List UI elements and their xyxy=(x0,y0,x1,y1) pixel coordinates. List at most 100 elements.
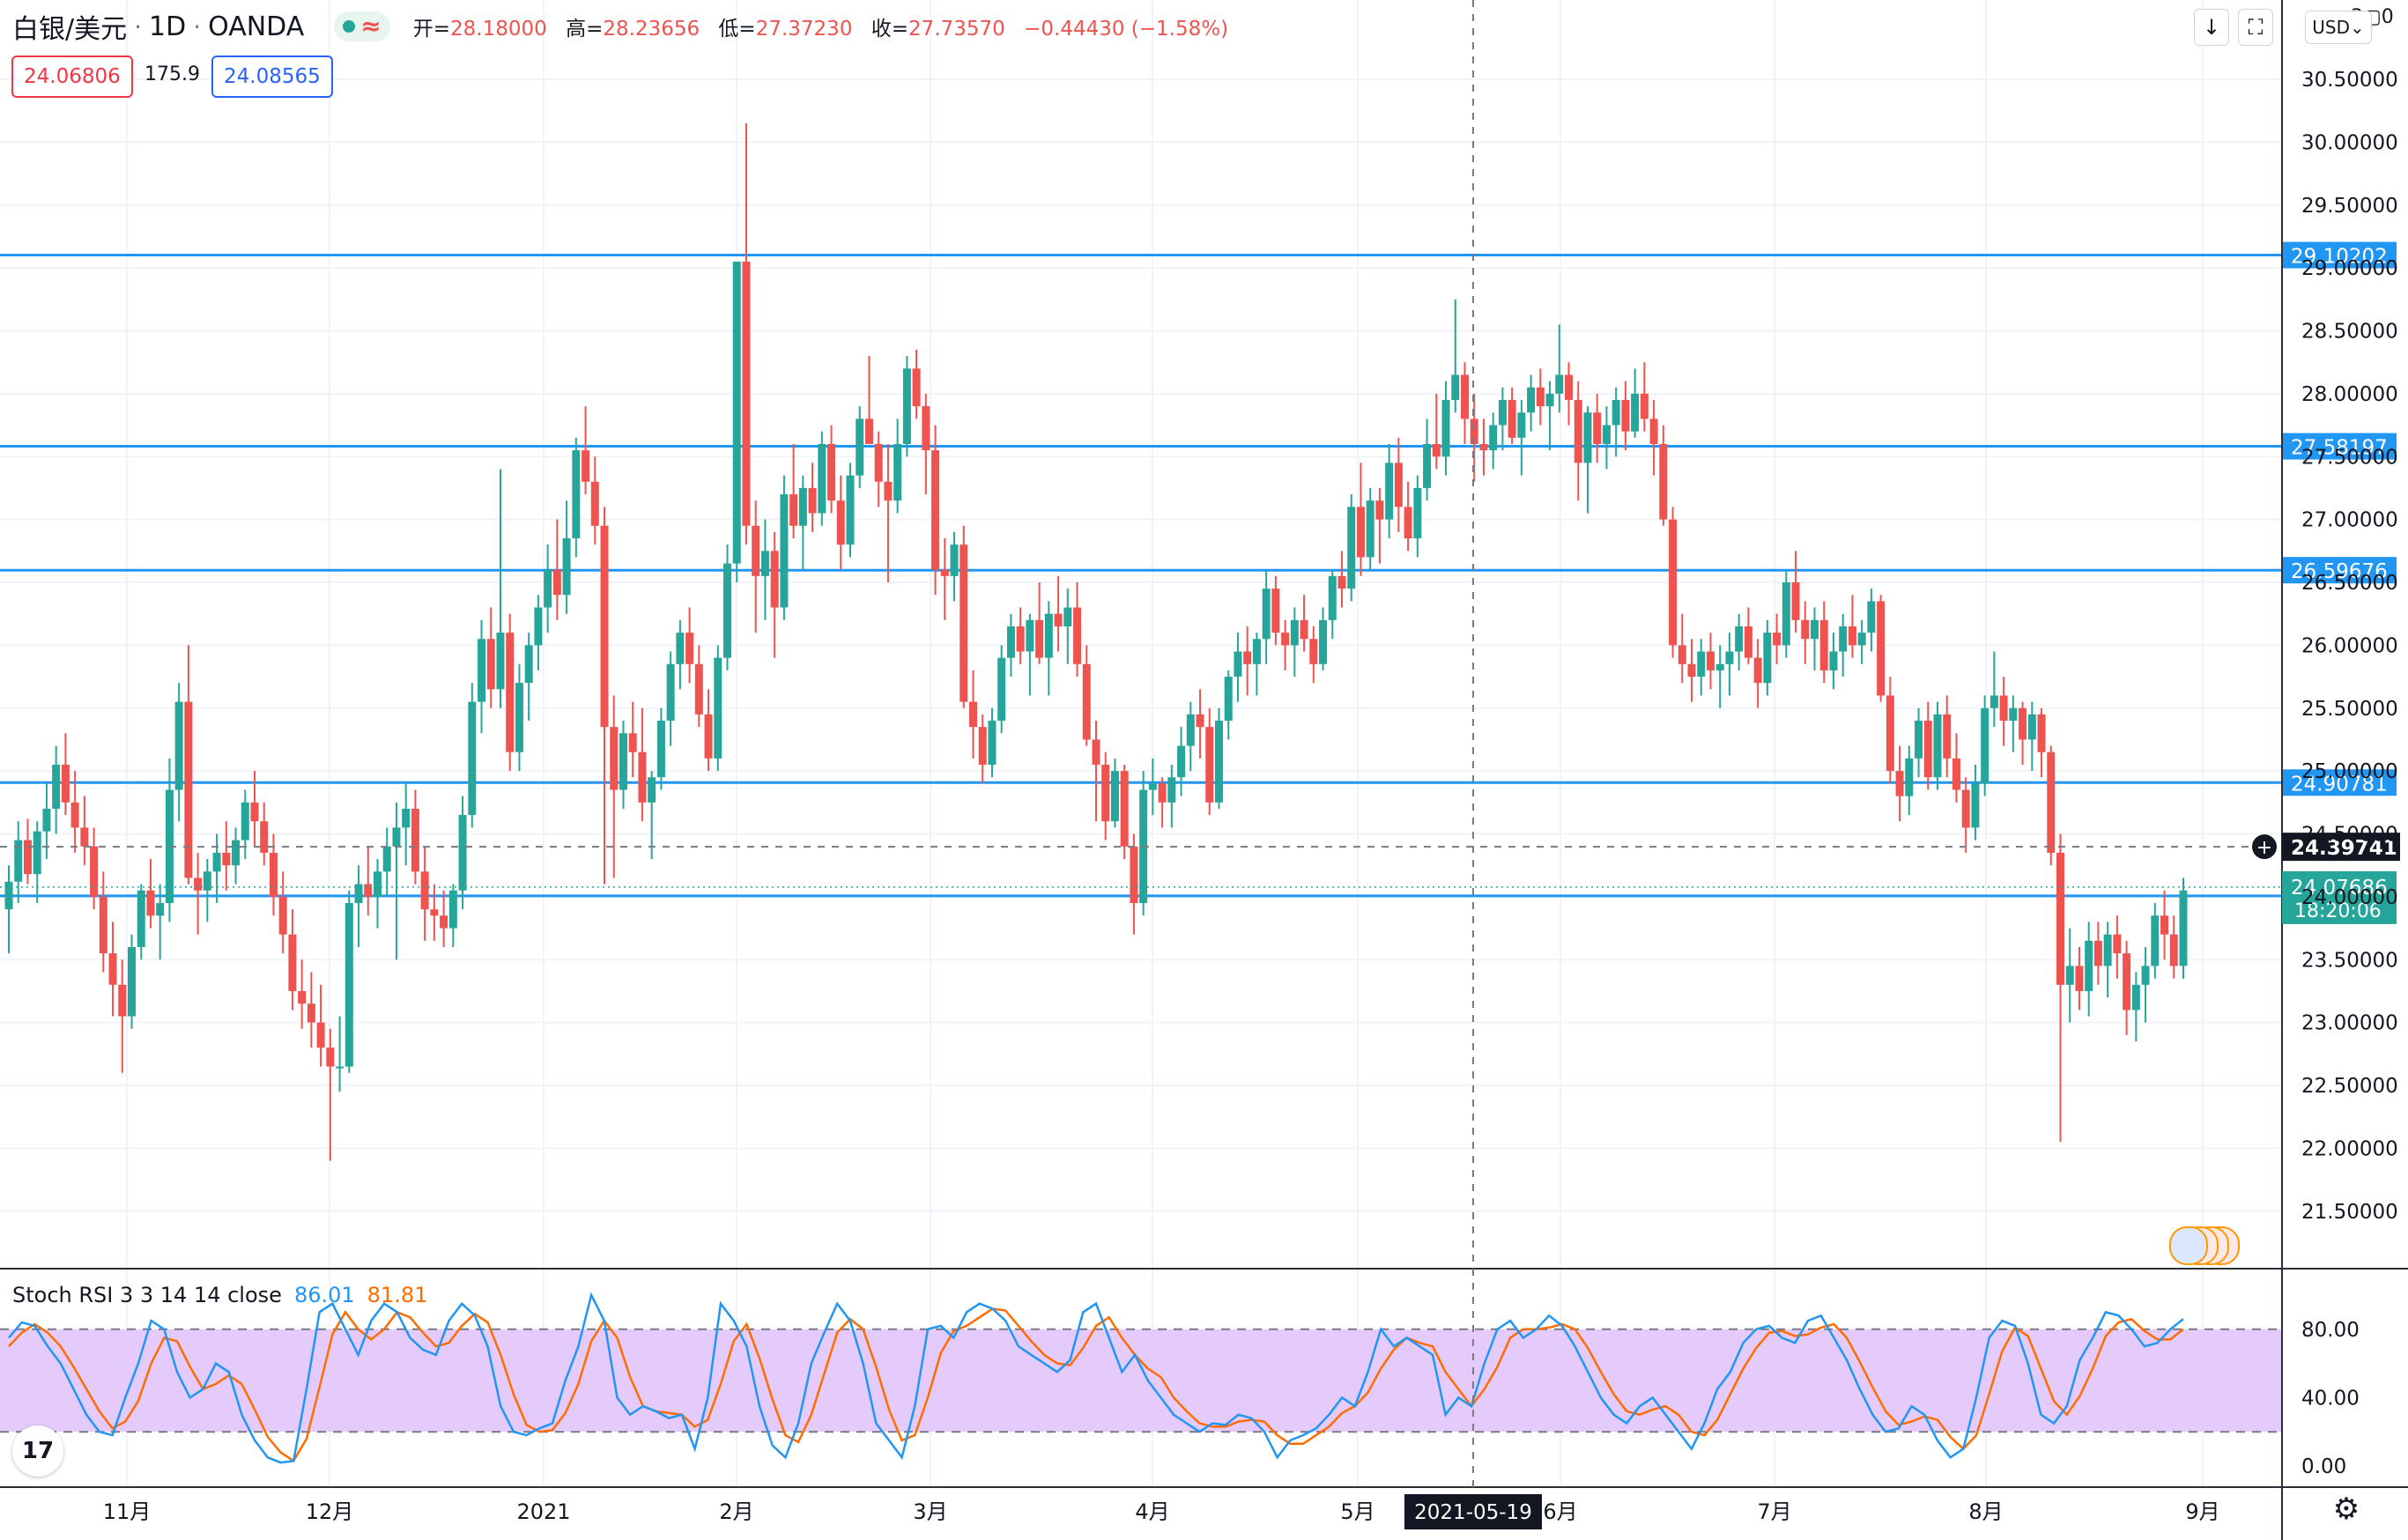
candle-body xyxy=(760,551,769,576)
candle-body xyxy=(922,406,930,451)
price-tick-label: 24.50000 xyxy=(2301,824,2398,847)
candle-body xyxy=(1555,374,1564,394)
candle-body xyxy=(14,840,23,882)
candle-body xyxy=(798,487,807,526)
tradingview-logo-icon[interactable]: 17 xyxy=(12,1425,63,1477)
candle-body xyxy=(912,368,921,407)
price-tick-label: 23.00000 xyxy=(2301,1012,2398,1035)
candle-body xyxy=(1649,418,1658,444)
candle-body xyxy=(1773,633,1782,646)
candlestick-series xyxy=(4,122,2188,1161)
events-flags[interactable] xyxy=(2160,1226,2240,1265)
candle-body xyxy=(864,418,873,444)
candle-body xyxy=(2085,940,2093,991)
candle-body xyxy=(752,525,760,576)
candle-body xyxy=(146,890,155,916)
price-tick-label: 27.00000 xyxy=(2301,509,2398,532)
candle-body xyxy=(222,852,231,866)
candle-body xyxy=(430,909,439,916)
candle-body xyxy=(1961,789,1970,828)
candle-body xyxy=(1035,619,1044,658)
candle-body xyxy=(1375,500,1384,520)
candle-body xyxy=(1404,507,1412,539)
candle-body xyxy=(1602,425,1611,444)
candle-body xyxy=(780,494,789,608)
candle-body xyxy=(1715,663,1724,670)
currency-dropdown[interactable]: USD ⌄ xyxy=(2305,11,2372,44)
crosshair-date-badge xyxy=(1404,1494,1542,1529)
candle-body xyxy=(382,846,391,872)
overbought-oversold-band xyxy=(0,1329,2282,1433)
sell-price-button[interactable]: 24.06806 xyxy=(11,56,133,98)
price-tick-label: 25.00000 xyxy=(2301,760,2398,783)
candle-body xyxy=(402,808,411,828)
crosshair-date-label: 2021-05-19 xyxy=(1414,1501,1532,1524)
price-tick-label: 24.00000 xyxy=(2301,886,2398,909)
candle-body xyxy=(108,953,117,985)
candle-body xyxy=(610,727,619,790)
candle-body xyxy=(1101,764,1110,822)
candle-body xyxy=(2123,953,2131,1011)
market-status-pill[interactable]: ≈ xyxy=(334,11,390,41)
candle-body xyxy=(448,890,457,929)
symbol-name[interactable]: 白银/美元 xyxy=(12,14,128,45)
candle-body xyxy=(723,563,732,658)
candle-body xyxy=(1423,443,1432,488)
candle-body xyxy=(846,475,855,545)
candle-body xyxy=(1839,626,1848,652)
time-tick-label: 2021 xyxy=(516,1499,570,1524)
price-tick-label: 21.50000 xyxy=(2301,1201,2398,1224)
gear-icon[interactable]: ⚙ xyxy=(2332,1492,2360,1527)
candle-body xyxy=(582,450,590,482)
candle-body xyxy=(1054,613,1063,626)
price-tick-label: 29.00000 xyxy=(2301,257,2398,280)
candle-body xyxy=(997,657,1006,722)
candle-body xyxy=(1659,443,1668,520)
candle-body xyxy=(440,915,448,929)
candle-body xyxy=(23,840,32,875)
candle-body xyxy=(2019,707,2027,740)
candle-body xyxy=(316,1022,325,1048)
fullscreen-icon[interactable]: ⛶ xyxy=(2238,9,2273,46)
candle-body xyxy=(1725,651,1734,664)
candle-body xyxy=(902,368,911,444)
time-tick-label: 12月 xyxy=(306,1499,354,1524)
candle-body xyxy=(1224,677,1233,722)
candle-body xyxy=(704,714,713,759)
candle-body xyxy=(354,884,363,904)
price-tick-label: 28.50000 xyxy=(2301,321,2398,344)
level-price-badge xyxy=(2282,433,2397,460)
candle-body xyxy=(590,481,599,526)
candle-body xyxy=(1981,707,1989,784)
candle-body xyxy=(2009,707,2018,722)
candle-body xyxy=(1971,783,1980,828)
arrow-down-icon[interactable]: ↓ xyxy=(2194,9,2229,46)
candle-body xyxy=(714,657,722,759)
candle-body xyxy=(524,645,533,684)
candle-body xyxy=(1356,507,1365,558)
candle-body xyxy=(988,721,997,765)
candle-body xyxy=(61,764,70,803)
candle-body xyxy=(656,721,665,778)
low-value: 27.37230 xyxy=(755,18,853,41)
candle-body xyxy=(931,450,940,570)
candle-body xyxy=(884,481,893,501)
price-tick-label: 22.50000 xyxy=(2301,1075,2398,1098)
candle-body xyxy=(1631,393,1640,432)
candle-body xyxy=(203,871,211,891)
candle-body xyxy=(2037,714,2046,752)
candle-body xyxy=(232,840,241,866)
approx-icon: ≈ xyxy=(360,11,382,41)
indicator-legend[interactable]: Stoch RSI 3 3 14 14 close 86.01 81.81 xyxy=(12,1283,427,1307)
buy-price-button[interactable]: 24.08565 xyxy=(211,56,333,98)
candle-body xyxy=(1385,463,1394,520)
level-price-label: 27.58197 xyxy=(2291,437,2388,460)
candle-body xyxy=(1337,575,1346,589)
candle-body xyxy=(1177,745,1186,778)
candle-body xyxy=(1110,771,1119,822)
candle-body xyxy=(1527,387,1536,413)
interval-label[interactable]: 1D xyxy=(149,11,187,42)
candle-body xyxy=(1120,771,1129,847)
